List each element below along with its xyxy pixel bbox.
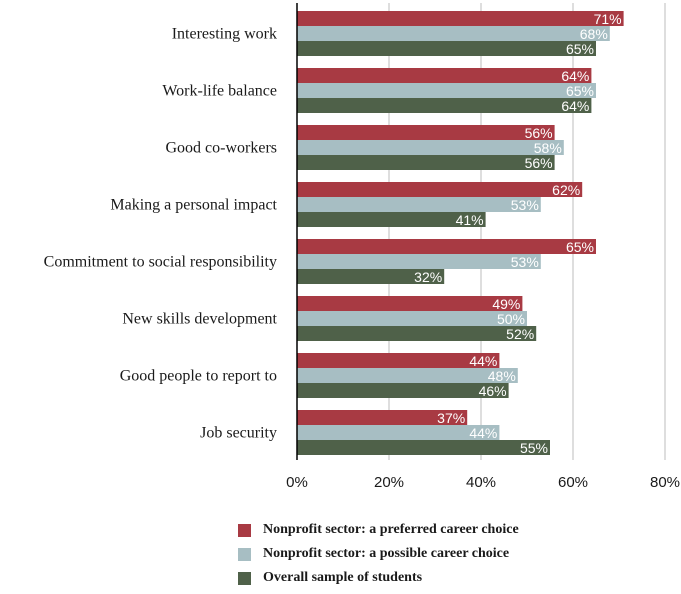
data-label: 68%: [580, 26, 608, 42]
data-label: 41%: [456, 212, 484, 228]
data-label: 44%: [469, 425, 497, 441]
data-label: 58%: [534, 140, 562, 156]
bar: [297, 11, 624, 26]
x-tick-label: 0%: [286, 474, 308, 491]
data-label: 53%: [511, 254, 539, 270]
data-label: 46%: [479, 383, 507, 399]
bar: [297, 383, 509, 398]
data-label: 64%: [561, 98, 589, 114]
legend-label: Nonprofit sector: a preferred career cho…: [263, 522, 519, 537]
bar: [297, 269, 445, 284]
bar: [297, 125, 555, 140]
data-label: 62%: [552, 182, 580, 198]
bar: [297, 26, 610, 41]
data-label: 53%: [511, 197, 539, 213]
data-label: 64%: [561, 68, 589, 84]
category-label: Good people to report to: [120, 368, 277, 385]
bar: [297, 311, 527, 326]
bar: [297, 353, 500, 368]
data-label: 52%: [506, 326, 534, 342]
category-label: New skills development: [122, 311, 277, 328]
category-labels: Interesting work Work-life balance Good co…: [44, 26, 278, 442]
bar: [297, 254, 541, 269]
category-label: Good co-workers: [165, 140, 277, 157]
bar: [297, 197, 541, 212]
data-label: 65%: [566, 41, 594, 57]
legend-item-overall: Overall sample of students: [238, 566, 519, 590]
bar: [297, 140, 564, 155]
bars: 71%68%65%64%65%64%56%58%56%62%53%41%65%5…: [297, 11, 624, 456]
x-tick-label: 40%: [466, 474, 496, 491]
data-label: 49%: [492, 296, 520, 312]
legend-swatch: [238, 571, 251, 585]
category-label: Commitment to social responsibility: [44, 254, 277, 271]
x-tick-label: 20%: [374, 474, 404, 491]
bar: [297, 296, 523, 311]
bar: [297, 182, 583, 197]
x-tick-labels: 0% 20% 40% 60% 80%: [286, 474, 680, 491]
bar: [297, 155, 555, 170]
legend-label: Nonprofit sector: a possible career choi…: [263, 546, 510, 561]
legend-item-preferred: Nonprofit sector: a preferred career cho…: [238, 518, 519, 542]
data-label: 55%: [520, 440, 548, 456]
data-label: 56%: [525, 155, 553, 171]
legend-item-possible: Nonprofit sector: a possible career choi…: [238, 542, 519, 566]
data-label: 44%: [469, 353, 497, 369]
data-label: 50%: [497, 311, 525, 327]
data-label: 32%: [414, 269, 442, 285]
category-label: Making a personal impact: [110, 197, 277, 214]
bar: [297, 41, 596, 56]
bar: [297, 326, 537, 341]
legend-swatch: [238, 547, 251, 561]
category-label: Job security: [200, 425, 277, 442]
data-label: 37%: [437, 410, 465, 426]
data-label: 48%: [488, 368, 516, 384]
bar-chart: 71%68%65%64%65%64%56%58%56%62%53%41%65%5…: [44, 3, 680, 491]
bar: [297, 410, 468, 425]
x-tick-label: 60%: [558, 474, 588, 491]
bar: [297, 425, 500, 440]
bar: [297, 83, 596, 98]
bar: [297, 68, 592, 83]
bar: [297, 212, 486, 227]
legend-swatch: [238, 523, 251, 537]
bar: [297, 368, 518, 383]
bar: [297, 440, 550, 455]
legend-label: Overall sample of students: [263, 570, 423, 585]
data-label: 56%: [525, 125, 553, 141]
x-tick-label: 80%: [650, 474, 680, 491]
category-label: Interesting work: [172, 26, 277, 43]
category-label: Work-life balance: [162, 83, 277, 100]
data-label: 65%: [566, 83, 594, 99]
bar: [297, 98, 592, 113]
legend: Nonprofit sector: a preferred career cho…: [238, 518, 519, 590]
bar: [297, 239, 596, 254]
data-label: 71%: [594, 11, 622, 27]
data-label: 65%: [566, 239, 594, 255]
